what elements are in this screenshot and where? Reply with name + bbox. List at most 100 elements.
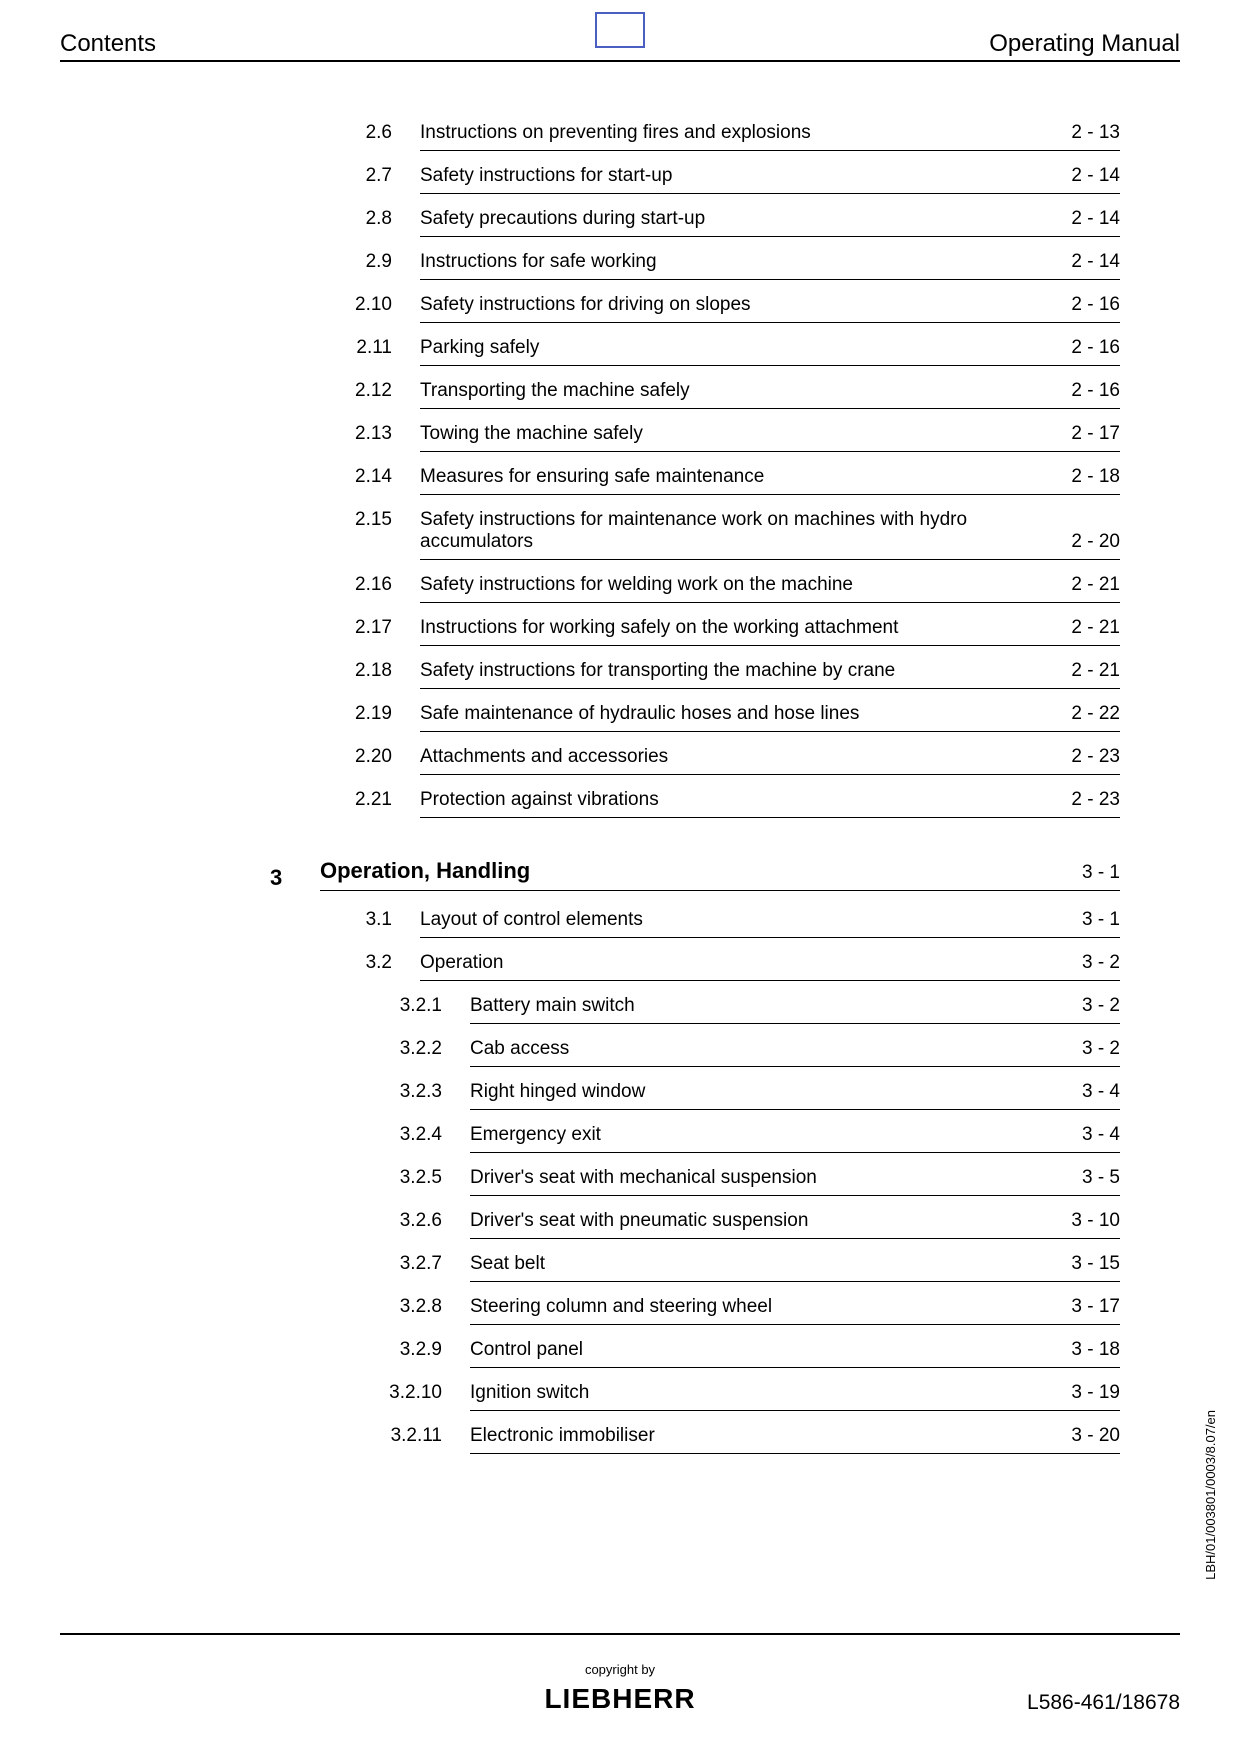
toc-row: 2.8Safety precautions during start-up2 -… (320, 208, 1120, 237)
toc-entry-number: 2.17 (320, 617, 420, 639)
toc-entry-number: 3.2.6 (370, 1210, 470, 1232)
toc-entry-title: Instructions for safe working (420, 251, 1071, 273)
toc-row: 3.2.9Control panel3 - 18 (370, 1339, 1120, 1368)
toc-entry-title: Safety instructions for transporting the… (420, 660, 1071, 682)
toc-entry-body: Safety instructions for welding work on … (420, 574, 1120, 603)
toc-entry-number: 3.2.8 (370, 1296, 470, 1318)
toc-entry-number: 2.9 (320, 251, 420, 273)
toc-entry-body: Ignition switch3 - 19 (470, 1382, 1120, 1411)
toc-row: 2.13Towing the machine safely2 - 17 (320, 423, 1120, 452)
toc-entry-page: 2 - 14 (1071, 251, 1120, 273)
toc-entry-number: 2.19 (320, 703, 420, 725)
toc-row: 2.21Protection against vibrations2 - 23 (320, 789, 1120, 818)
toc-entry-body: Safety instructions for driving on slope… (420, 294, 1120, 323)
table-of-contents: 2.6Instructions on preventing fires and … (320, 122, 1120, 1454)
toc-entry-title: Cab access (470, 1038, 1082, 1060)
toc-entry-title: Seat belt (470, 1253, 1071, 1275)
toc-entry-number: 2.16 (320, 574, 420, 596)
toc-entry-body: Instructions for safe working2 - 14 (420, 251, 1120, 280)
toc-entry-page: 2 - 16 (1071, 294, 1120, 316)
toc-entry-body: Electronic immobiliser3 - 20 (470, 1425, 1120, 1454)
toc-entry-title: Transporting the machine safely (420, 380, 1071, 402)
toc-entry-title: Protection against vibrations (420, 789, 1071, 811)
toc-entry-page: 3 - 20 (1071, 1425, 1120, 1447)
toc-entry-body: Right hinged window3 - 4 (470, 1081, 1120, 1110)
toc-entry-page: 3 - 15 (1071, 1253, 1120, 1275)
toc-entry-title: Right hinged window (470, 1081, 1082, 1103)
toc-entry-page: 2 - 13 (1071, 122, 1120, 144)
footer-center: copyright by LIEBHERR (544, 1662, 695, 1715)
toc-row: 2.12Transporting the machine safely2 - 1… (320, 380, 1120, 409)
toc-entry-body: Transporting the machine safely2 - 16 (420, 380, 1120, 409)
toc-entry-title: Safety instructions for maintenance work… (420, 509, 1071, 553)
toc-entry-number: 2.10 (320, 294, 420, 316)
toc-entry-number: 2.12 (320, 380, 420, 402)
toc-entry-title: Layout of control elements (420, 909, 1082, 931)
toc-entry-page: 2 - 22 (1071, 703, 1120, 725)
toc-entry-page: 2 - 14 (1071, 165, 1120, 187)
toc-row: 2.10Safety instructions for driving on s… (320, 294, 1120, 323)
toc-entry-number: 2.8 (320, 208, 420, 230)
toc-entry-page: 2 - 21 (1071, 617, 1120, 639)
toc-row: 3.2.11Electronic immobiliser3 - 20 (370, 1425, 1120, 1454)
toc-entry-title: Driver's seat with pneumatic suspension (470, 1210, 1071, 1232)
toc-row: 2.11Parking safely2 - 16 (320, 337, 1120, 366)
toc-entry-body: Attachments and accessories2 - 23 (420, 746, 1120, 775)
toc-entry-body: Safety instructions for start-up2 - 14 (420, 165, 1120, 194)
brand-logo: LIEBHERR (544, 1683, 695, 1715)
toc-row: 2.16Safety instructions for welding work… (320, 574, 1120, 603)
toc-entry-title: Towing the machine safely (420, 423, 1071, 445)
toc-row: 3.2.3Right hinged window3 - 4 (370, 1081, 1120, 1110)
toc-entry-page: 3 - 2 (1082, 1038, 1120, 1060)
toc-entry-number: 2.13 (320, 423, 420, 445)
toc-entry-body: Instructions on preventing fires and exp… (420, 122, 1120, 151)
toc-entry-page: 2 - 21 (1071, 660, 1120, 682)
toc-row: 2.20Attachments and accessories2 - 23 (320, 746, 1120, 775)
toc-row: 3.1Layout of control elements3 - 1 (320, 909, 1120, 938)
toc-entry-page: 2 - 20 (1071, 531, 1120, 553)
toc-entry-body: Layout of control elements3 - 1 (420, 909, 1120, 938)
toc-entry-number: 3.2.5 (370, 1167, 470, 1189)
toc-section-body: Operation, Handling 3 - 1 (320, 858, 1120, 891)
toc-entry-number: 3.2.4 (370, 1124, 470, 1146)
toc-entry-number: 2.18 (320, 660, 420, 682)
toc-entry-body: Safety precautions during start-up2 - 14 (420, 208, 1120, 237)
toc-entry-body: Operation3 - 2 (420, 952, 1120, 981)
toc-entry-number: 3.2.3 (370, 1081, 470, 1103)
toc-entry-page: 2 - 16 (1071, 337, 1120, 359)
toc-section-row: 3 Operation, Handling 3 - 1 (270, 858, 1120, 891)
toc-entry-number: 3.2.11 (370, 1425, 470, 1447)
toc-entry-title: Safety instructions for welding work on … (420, 574, 1071, 596)
toc-entry-title: Control panel (470, 1339, 1071, 1361)
toc-entry-page: 3 - 2 (1082, 952, 1120, 974)
toc-section-number: 3 (270, 865, 320, 891)
toc-row: 3.2.5Driver's seat with mechanical suspe… (370, 1167, 1120, 1196)
footer-docnum: L586-461/18678 (1027, 1691, 1180, 1715)
toc-entry-body: Safe maintenance of hydraulic hoses and … (420, 703, 1120, 732)
toc-entry-number: 2.21 (320, 789, 420, 811)
toc-row: 2.7Safety instructions for start-up2 - 1… (320, 165, 1120, 194)
toc-entry-title: Steering column and steering wheel (470, 1296, 1071, 1318)
toc-row: 3.2.2Cab access3 - 2 (370, 1038, 1120, 1067)
toc-entry-page: 3 - 18 (1071, 1339, 1120, 1361)
toc-entry-body: Parking safely2 - 16 (420, 337, 1120, 366)
toc-entry-body: Safety instructions for maintenance work… (420, 509, 1120, 560)
toc-entry-body: Safety instructions for transporting the… (420, 660, 1120, 689)
toc-row: 2.6Instructions on preventing fires and … (320, 122, 1120, 151)
toc-section-page: 3 - 1 (1082, 862, 1120, 884)
toc-entry-number: 2.20 (320, 746, 420, 768)
toc-entry-title: Instructions for working safely on the w… (420, 617, 1071, 639)
toc-entry-body: Driver's seat with pneumatic suspension3… (470, 1210, 1120, 1239)
toc-entry-body: Seat belt3 - 15 (470, 1253, 1120, 1282)
toc-entry-body: Emergency exit3 - 4 (470, 1124, 1120, 1153)
copyright-label: copyright by (544, 1662, 695, 1677)
toc-row: 3.2.7Seat belt3 - 15 (370, 1253, 1120, 1282)
toc-entry-page: 2 - 14 (1071, 208, 1120, 230)
toc-entry-number: 2.11 (320, 337, 420, 359)
toc-entry-body: Cab access3 - 2 (470, 1038, 1120, 1067)
toc-row: 3.2.1Battery main switch3 - 2 (370, 995, 1120, 1024)
toc-entry-number: 3.2.2 (370, 1038, 470, 1060)
toc-entry-title: Operation (420, 952, 1082, 974)
header-left: Contents (60, 30, 156, 58)
toc-entry-body: Protection against vibrations2 - 23 (420, 789, 1120, 818)
